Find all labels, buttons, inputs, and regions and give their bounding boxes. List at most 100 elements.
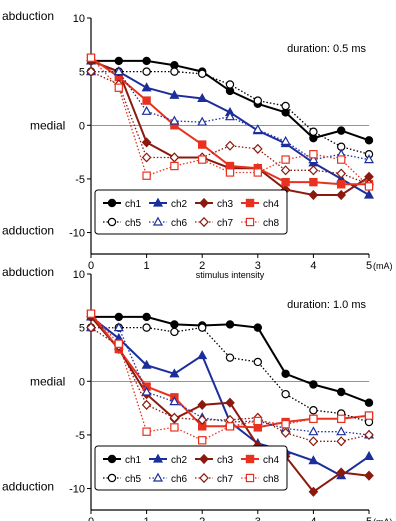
ch8-point <box>198 155 207 164</box>
series-ch8 <box>86 53 374 191</box>
ch8-point <box>337 414 346 424</box>
ch6-line <box>91 326 370 436</box>
legend-entry-ch4: ch4 <box>241 454 280 466</box>
ch8-point <box>309 150 318 159</box>
y-tick-label: 5 <box>79 323 85 335</box>
ch6-point <box>141 105 152 115</box>
legend-label: ch2 <box>171 199 188 210</box>
legend-ch2-marker <box>152 453 164 463</box>
x-tick-label: 3 <box>255 260 261 272</box>
ch3-point <box>336 467 347 478</box>
medial-label: medial <box>30 118 65 132</box>
legend-label: ch5 <box>125 218 142 229</box>
duration-annotation: duration: 0.5 ms <box>287 43 366 55</box>
legend-ch1-marker <box>107 454 117 464</box>
ch5-point <box>170 67 179 76</box>
ch6-point <box>336 426 347 436</box>
series-ch2 <box>85 55 375 199</box>
x-tick-label: 4 <box>310 260 316 272</box>
legend-ch8-marker <box>245 217 255 227</box>
ch6-point <box>224 111 236 121</box>
ch7-point <box>141 399 152 410</box>
ch5-point <box>197 69 207 78</box>
x-tick-label: 5 <box>366 260 372 272</box>
legend-entry-ch3: ch3 <box>195 197 234 210</box>
ch2-point <box>169 368 180 378</box>
ch1-point <box>170 320 179 329</box>
ch2-point <box>141 82 152 92</box>
x-unit-label: (mA) <box>373 261 393 271</box>
ch1-point <box>225 320 235 329</box>
legend-label: ch3 <box>217 455 234 466</box>
legend-ch1-marker <box>107 198 117 208</box>
legend-ch7-marker <box>199 216 209 228</box>
legend: ch1 ch2 ch3 ch4 ch5 ch6 ch7 ch8 <box>94 189 288 235</box>
legend-label: ch7 <box>217 218 234 229</box>
ch7-line <box>90 71 370 185</box>
ch3-point <box>308 486 319 497</box>
x-tick-label: 3 <box>255 516 261 521</box>
ch7-point <box>169 152 180 163</box>
ch5-point <box>253 96 262 105</box>
legend-label: ch1 <box>125 455 142 466</box>
ch6-point <box>252 124 263 134</box>
ch2-point <box>141 359 152 369</box>
medial-label: medial <box>30 374 65 388</box>
ch7-point <box>336 436 347 447</box>
ch1-point <box>253 323 262 332</box>
ch5-line <box>91 326 370 423</box>
ch8-point <box>253 168 262 177</box>
x-tick-label: 1 <box>144 516 150 521</box>
ch7-point <box>197 414 208 425</box>
ch8-point <box>225 422 235 431</box>
ch6-point <box>141 386 152 396</box>
ch7-point <box>308 165 319 176</box>
legend-label: ch2 <box>171 455 188 466</box>
legend-label: ch7 <box>217 474 234 485</box>
ch8-point <box>253 416 262 426</box>
legend-entry-ch5: ch5 <box>103 473 142 485</box>
legend-label: ch6 <box>171 218 188 229</box>
ch6-point <box>113 66 124 76</box>
ch7-point <box>252 143 263 154</box>
ch3-point <box>308 189 319 201</box>
ch1-point <box>337 387 346 397</box>
ch3-point <box>225 397 235 408</box>
ch5-point <box>225 353 235 362</box>
legend-entry-ch6: ch6 <box>149 472 188 485</box>
ch6-point <box>169 115 180 125</box>
x-tick-label: 5 <box>366 516 372 521</box>
ch8-point <box>364 182 374 191</box>
ch5-point <box>225 80 235 89</box>
legend-entry-ch5: ch5 <box>103 217 142 229</box>
ch7-point <box>141 152 152 163</box>
ch7-point <box>86 322 96 333</box>
ch1-point <box>114 312 124 322</box>
ch2-point <box>363 450 375 460</box>
ch3-point <box>141 137 152 148</box>
x-tick-label: 0 <box>88 516 94 521</box>
ch8-point <box>114 83 123 92</box>
duration-annotation: duration: 1.0 ms <box>287 299 366 311</box>
x-axis-label: stimulus intensity <box>196 270 265 280</box>
ch1-point <box>142 56 151 66</box>
ch6-point <box>363 154 375 164</box>
legend-entry-ch8: ch8 <box>241 217 280 229</box>
ch2-point <box>308 455 319 465</box>
ch3-point <box>197 399 208 410</box>
ch3-point <box>364 470 374 481</box>
legend-label: ch8 <box>263 218 280 229</box>
ch7-point <box>280 165 291 176</box>
ch5-point <box>309 406 318 415</box>
ch5-point <box>142 67 151 76</box>
legend-entry-ch3: ch3 <box>195 453 234 466</box>
ch2-point <box>197 350 208 360</box>
y-tick-label: -5 <box>75 430 85 442</box>
legend-ch6-marker <box>152 472 164 482</box>
y-tick-label: 0 <box>79 120 85 132</box>
legend-box <box>94 445 288 491</box>
ch5-point <box>309 127 318 136</box>
x-unit-label: (mA) <box>373 517 393 521</box>
